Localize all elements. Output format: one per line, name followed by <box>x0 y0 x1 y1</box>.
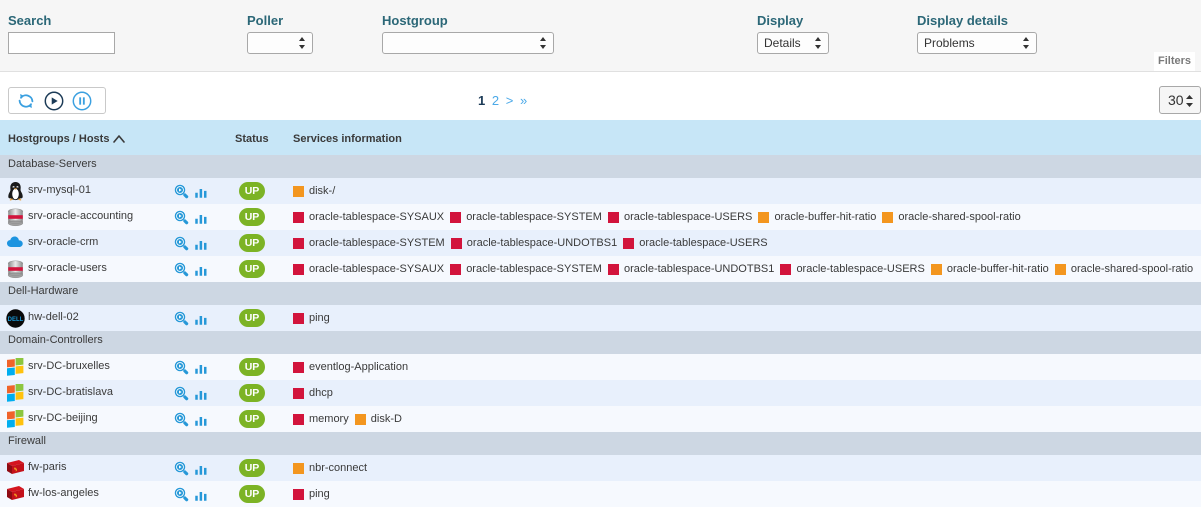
svg-text:DELL: DELL <box>8 317 24 323</box>
